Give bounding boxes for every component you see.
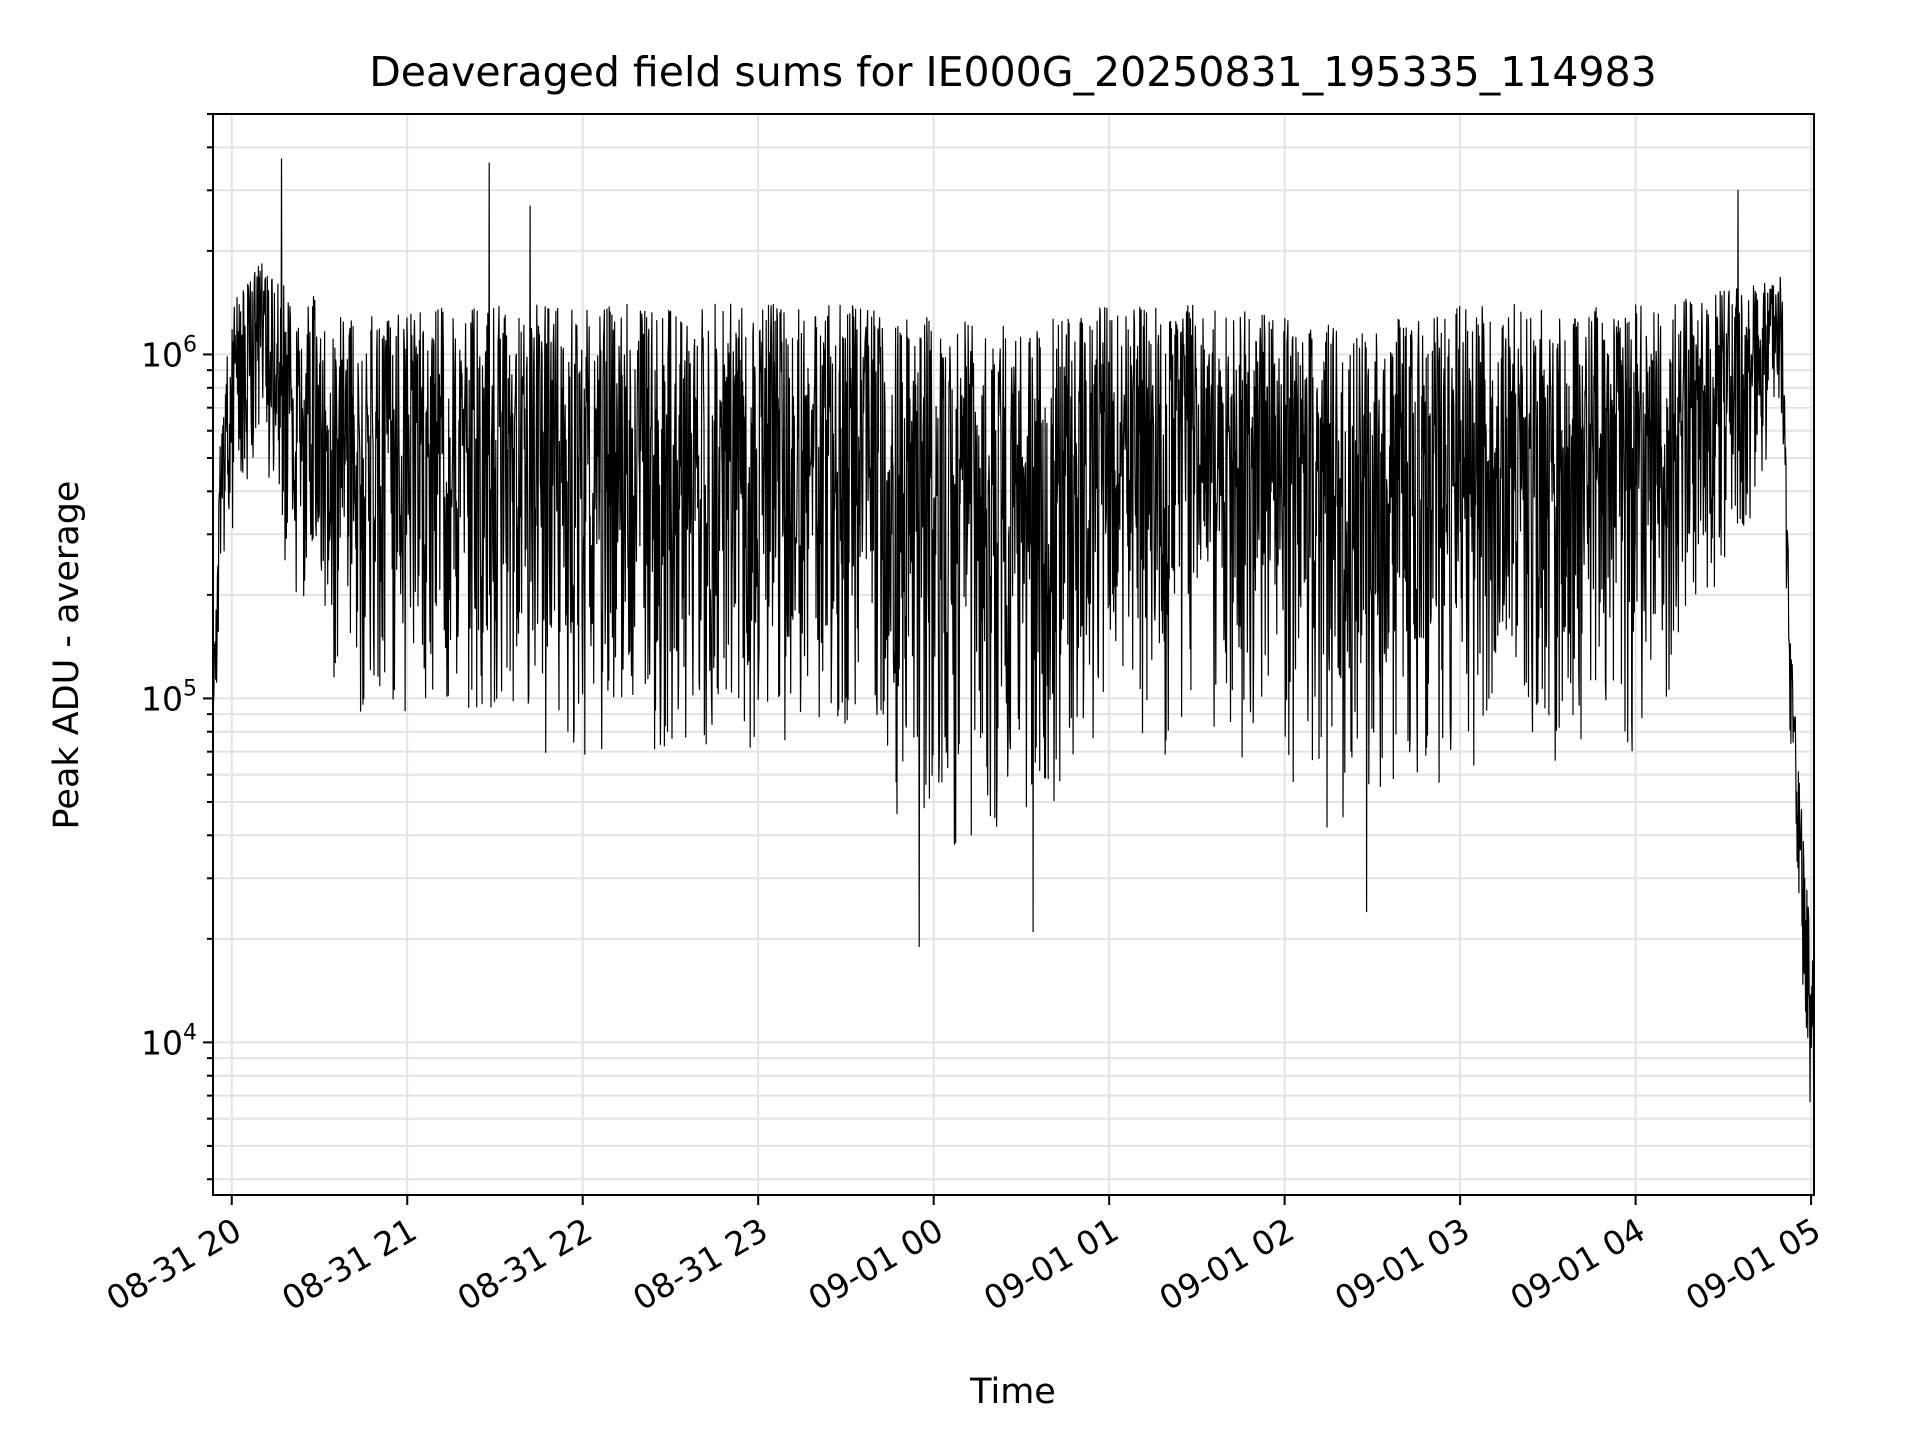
x-tick-label: 09-01 02 (1153, 1210, 1301, 1318)
plot-frame (212, 113, 1815, 1196)
y-tick-label: 105 (141, 676, 197, 718)
x-tick-label: 09-01 03 (1328, 1210, 1476, 1318)
y-axis-ticks: 104 105 106 (141, 113, 213, 1181)
series-line-path (212, 158, 1815, 1103)
x-tick-label: 08-31 20 (100, 1210, 248, 1318)
x-tick-label: 08-31 23 (626, 1210, 774, 1318)
x-tick-label: 09-01 00 (802, 1210, 950, 1318)
x-tick-label: 09-01 04 (1504, 1210, 1652, 1318)
series-line (212, 158, 1815, 1103)
x-tick-label: 09-01 05 (1679, 1210, 1827, 1318)
chart-title: Deaveraged field sums for IE000G_2025083… (369, 48, 1657, 96)
y-tick-label: 106 (141, 332, 197, 374)
x-tick-label: 08-31 21 (275, 1210, 423, 1318)
x-axis-ticks: 08-31 20 08-31 21 08-31 22 08-31 23 09-01 00… (100, 1195, 1827, 1318)
x-tick-label: 09-01 01 (977, 1210, 1125, 1318)
x-axis-label: Time (969, 1372, 1056, 1412)
y-axis-label: Peak ADU - average (47, 481, 87, 830)
y-tick-label: 104 (141, 1020, 197, 1062)
x-tick-label: 08-31 22 (451, 1210, 599, 1318)
